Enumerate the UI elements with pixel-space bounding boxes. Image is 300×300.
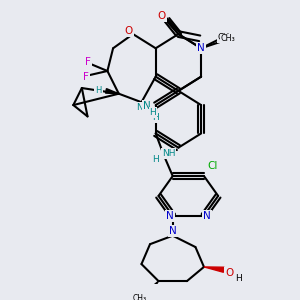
- Polygon shape: [106, 88, 119, 94]
- Text: H: H: [149, 108, 156, 117]
- Text: O: O: [225, 268, 234, 278]
- Text: N: N: [197, 43, 205, 53]
- Text: H: H: [95, 86, 102, 95]
- Text: N: N: [166, 211, 174, 221]
- Text: N: N: [169, 226, 177, 236]
- Text: H: H: [95, 86, 101, 95]
- Text: NH: NH: [162, 149, 175, 158]
- Text: F: F: [83, 72, 89, 82]
- Text: CH₃: CH₃: [133, 294, 147, 300]
- Text: Cl: Cl: [207, 161, 218, 171]
- Text: NH: NH: [136, 103, 150, 112]
- Text: H: H: [152, 113, 159, 122]
- Text: CH₃: CH₃: [221, 34, 236, 43]
- Text: O: O: [157, 11, 166, 21]
- Text: F: F: [85, 58, 91, 68]
- Text: CH₃: CH₃: [218, 33, 233, 42]
- Text: H: H: [235, 274, 242, 283]
- Polygon shape: [204, 267, 224, 272]
- Text: N: N: [203, 211, 211, 221]
- Text: N: N: [143, 101, 151, 112]
- Polygon shape: [145, 281, 158, 296]
- Text: H: H: [152, 154, 159, 164]
- Text: O: O: [124, 26, 133, 36]
